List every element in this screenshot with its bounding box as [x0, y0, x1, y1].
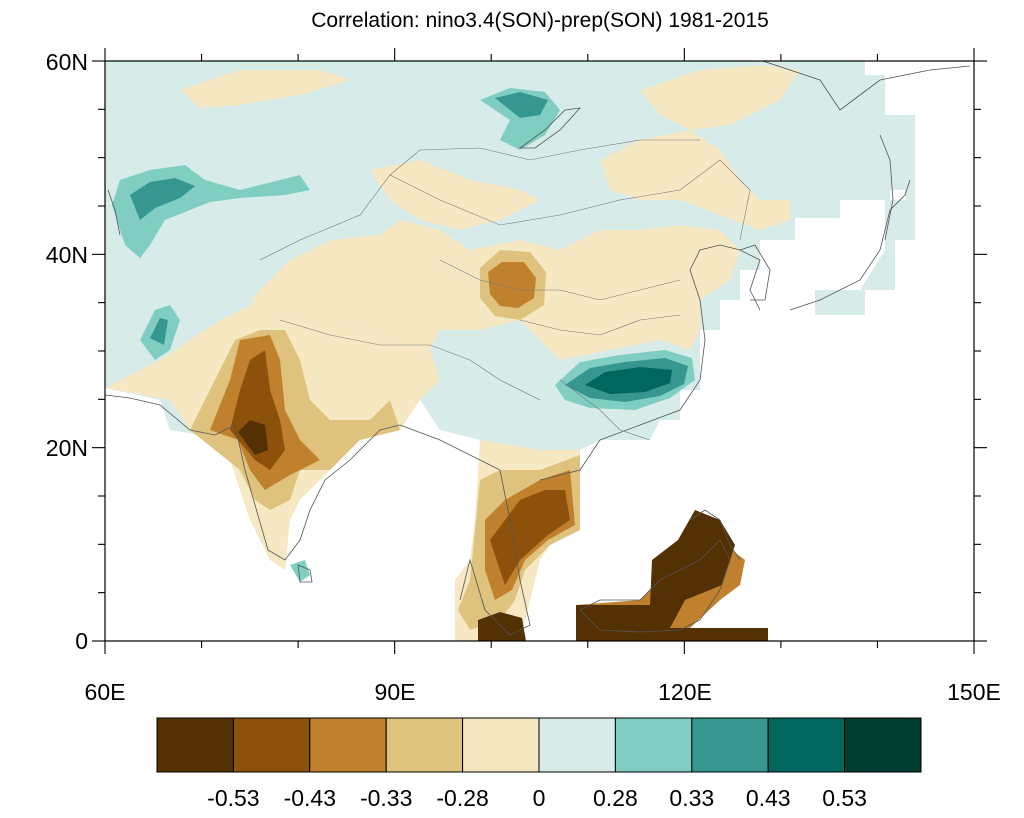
border-china-north — [259, 159, 751, 261]
y-tick-label-60n: 60N — [46, 49, 88, 75]
coastline-bay — [399, 424, 501, 471]
coastline-baikal — [518, 107, 582, 149]
coastline-korea — [739, 244, 771, 301]
region-borneo-strong — [576, 510, 768, 641]
colorbar-swatch — [309, 717, 387, 773]
axis-ticks — [92, 48, 987, 654]
colorbar-label: 0.53 — [822, 785, 867, 811]
x-tick-label-150e: 150E — [947, 679, 1001, 705]
x-tick-label-60e: 60E — [85, 679, 126, 705]
coastline-philippines — [689, 509, 741, 561]
y-tick-label-0: 0 — [75, 628, 88, 654]
colorbar-swatch — [538, 717, 616, 773]
coastline-india — [234, 424, 401, 561]
region-japan-positive — [815, 115, 915, 315]
colorbar-swatch — [844, 717, 922, 773]
y-tick-label-20n: 20N — [46, 435, 88, 461]
region-india-strong — [230, 350, 285, 470]
coastlines — [105, 61, 971, 636]
coastline-russia-east — [761, 61, 971, 111]
region-srilanka-positive — [290, 560, 310, 582]
coastline-borneo — [579, 539, 731, 633]
colorbar-swatch — [156, 717, 234, 773]
colorbar-label: -0.53 — [207, 785, 259, 811]
colorbar-label: -0.28 — [436, 785, 488, 811]
colorbar-label: -0.33 — [360, 785, 412, 811]
colorbar: -0.53 -0.43 -0.33 -0.28 0 0.28 0.33 0.43 0.53 — [156, 717, 922, 811]
region-north-patch-negative — [180, 70, 350, 108]
colorbar-label: 0.33 — [669, 785, 714, 811]
region-northeast-negative — [600, 130, 790, 230]
colorbar-label: 0 — [533, 785, 546, 811]
colorbar-swatch — [385, 717, 464, 773]
border-province-3 — [559, 379, 651, 441]
region-indochina-stronger — [490, 490, 570, 585]
region-loess-core — [488, 262, 536, 308]
colorbar-label: 0.28 — [593, 785, 638, 811]
border-mongolia — [389, 139, 700, 176]
colorbar-swatch — [614, 717, 693, 773]
colorbar-swatch — [767, 717, 846, 773]
coastline-japan — [789, 179, 911, 311]
borders — [259, 139, 751, 441]
colorbar-swatch — [462, 717, 540, 773]
y-tick-label-40n: 40N — [46, 242, 88, 268]
colorbar-swatch — [691, 717, 769, 773]
x-tick-label-120e: 120E — [658, 679, 712, 705]
coastline-caspian — [107, 189, 121, 236]
region-china-stronger — [585, 367, 672, 394]
region-mongolia-strong — [495, 92, 548, 118]
border-province-1 — [439, 259, 681, 301]
x-tick-label-90e: 90E — [375, 679, 416, 705]
region-india-core — [238, 420, 268, 455]
region-west-small-strong — [150, 318, 168, 345]
coastline-sakhalin — [879, 134, 894, 241]
region-east-patch-negative — [640, 65, 800, 130]
colorbar-label: -0.43 — [284, 785, 336, 811]
coastline-srilanka — [297, 564, 313, 583]
coastline-indochina — [459, 469, 531, 636]
coastline-southchina — [539, 244, 761, 481]
border-province-2 — [519, 314, 681, 336]
chart-title: Correlation: nino3.4(SON)-prep(SON) 1981… — [311, 9, 769, 32]
border-tibet — [279, 319, 541, 401]
colorbar-swatch — [232, 717, 311, 773]
region-kazakhstan-strong — [130, 178, 195, 220]
map-area — [105, 61, 915, 641]
region-mongolia-negative — [370, 160, 540, 230]
colorbar-label: 0.43 — [746, 785, 791, 811]
coastline-arabia — [105, 394, 236, 436]
